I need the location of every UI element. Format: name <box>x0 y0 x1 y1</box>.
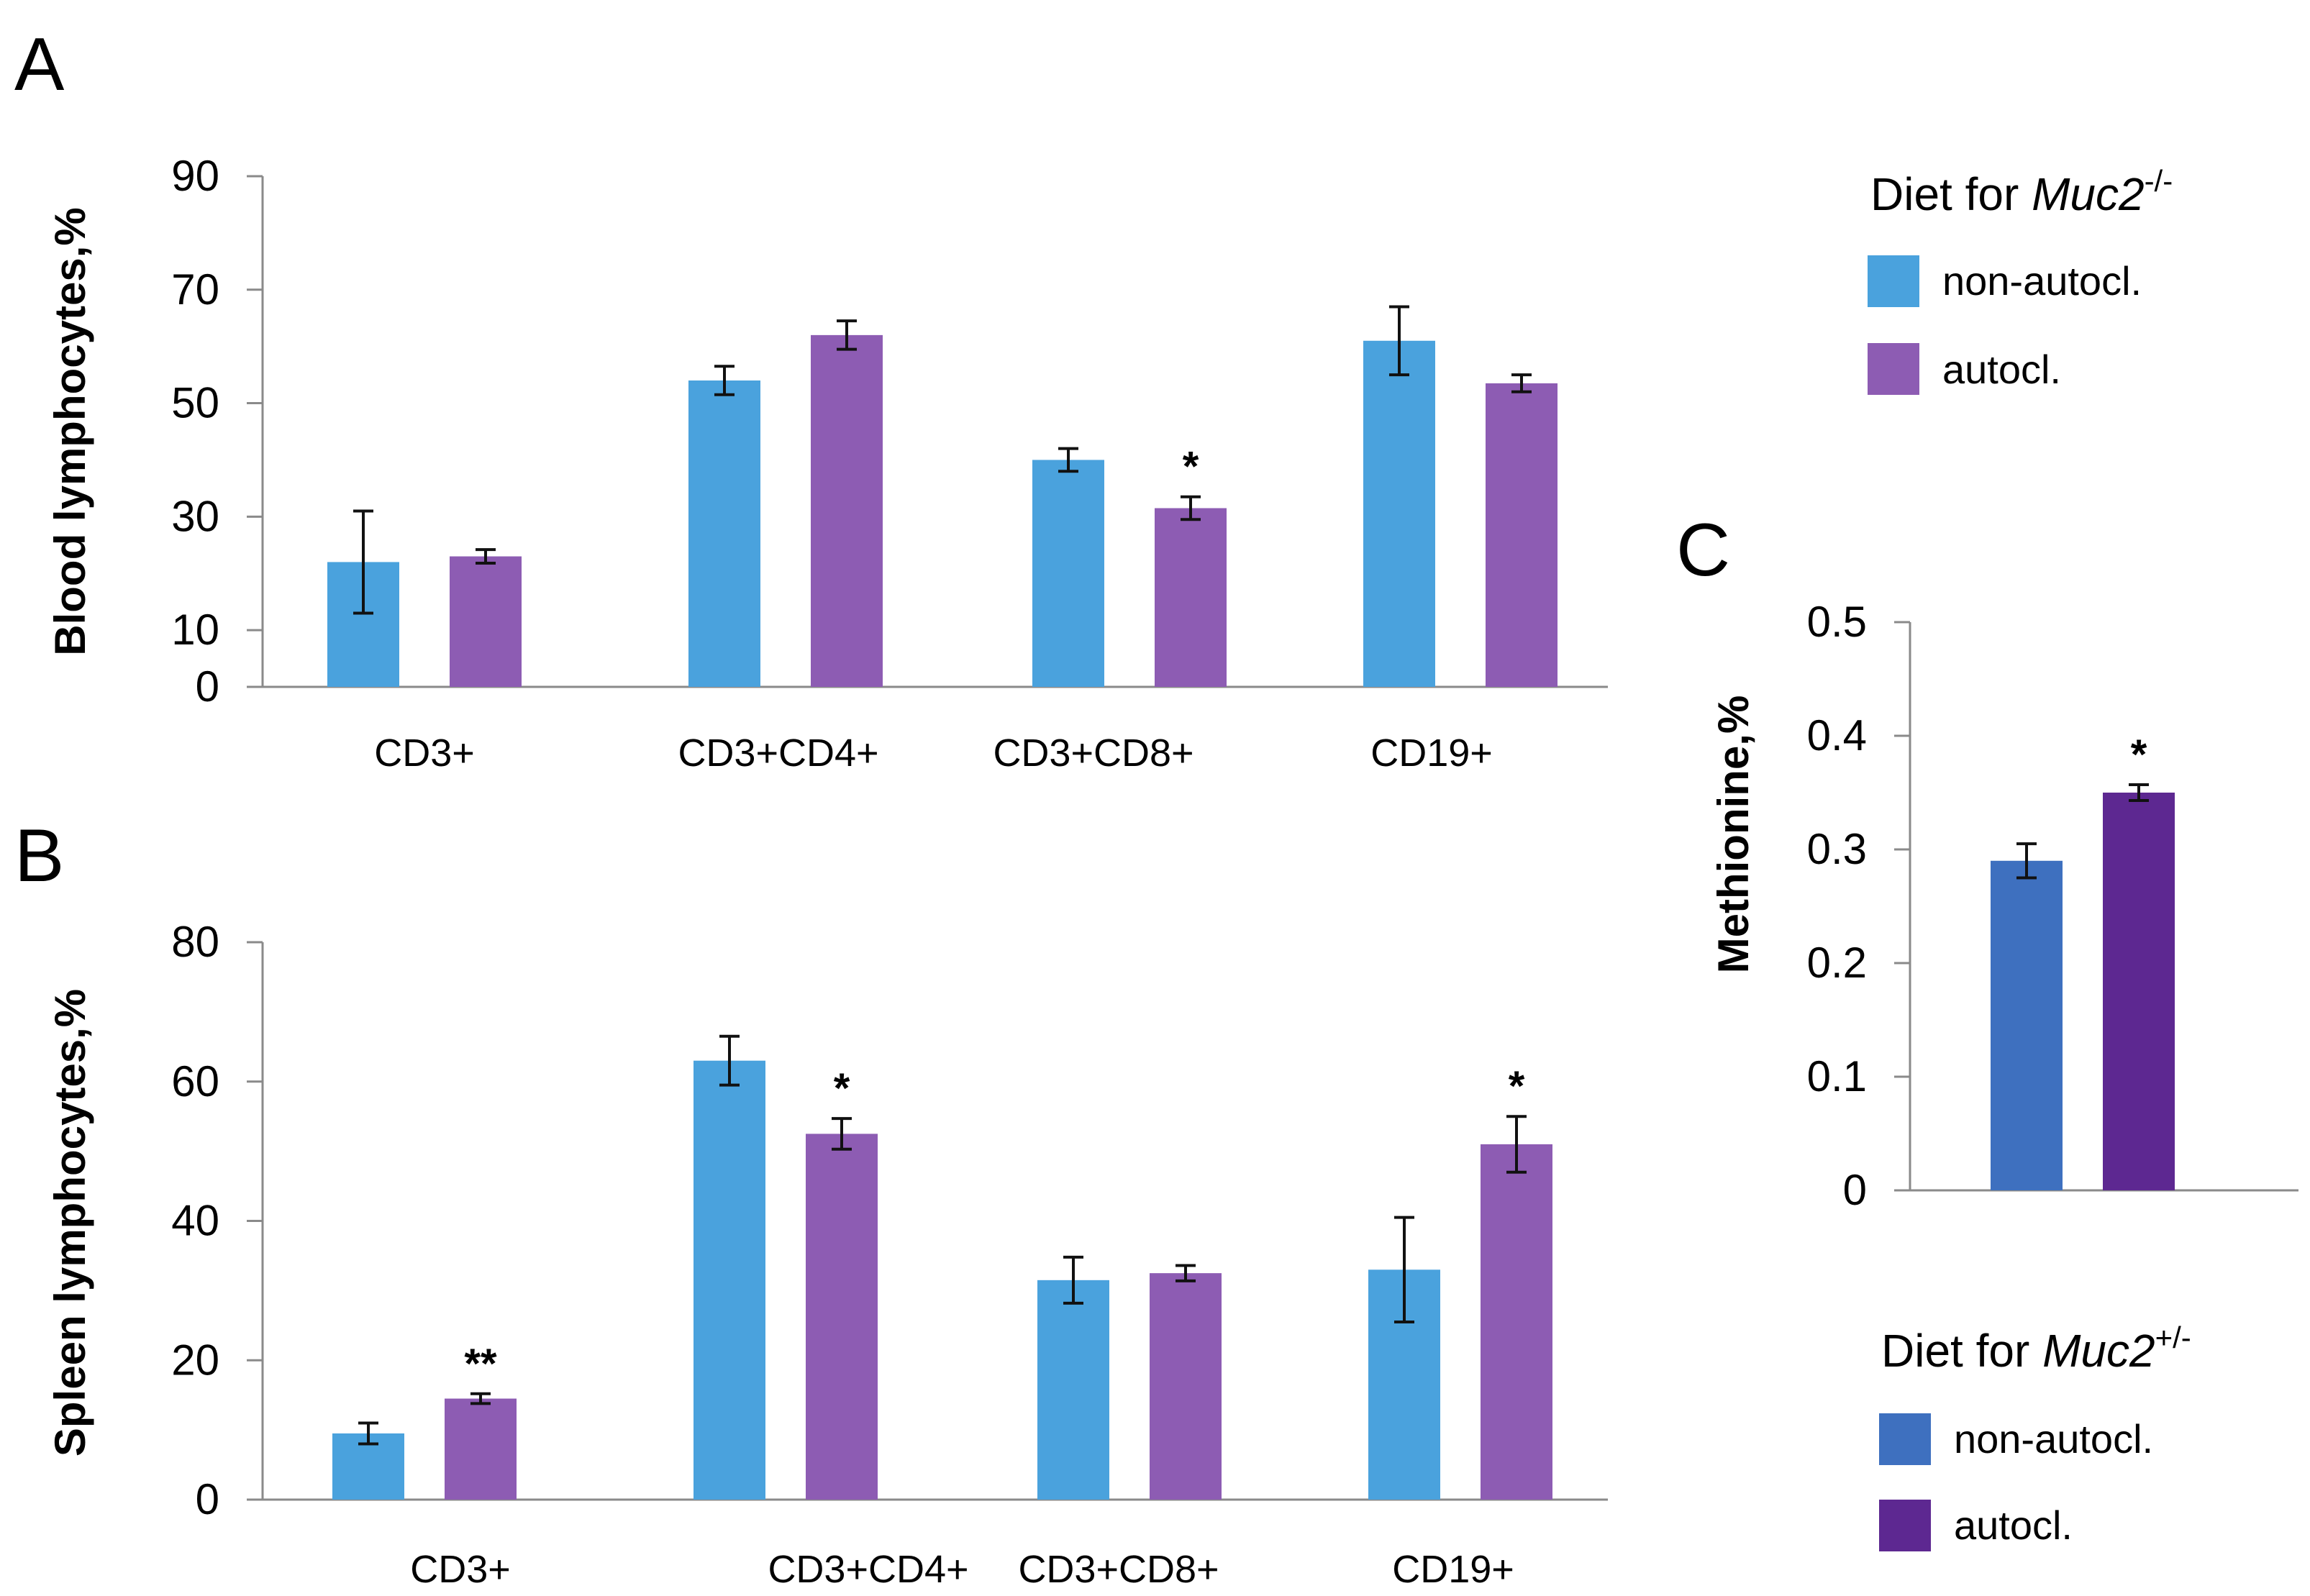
y-tick-label-c: 0.4 <box>1807 711 1867 760</box>
y-tick-label-a: 0 <box>196 662 219 711</box>
legend-top-title: Diet for Muc2-/- <box>1870 164 2173 220</box>
category-label-a-cd19plus: CD19+ <box>1370 731 1493 775</box>
y-axis-label-c: Methionine,% <box>1709 696 1757 974</box>
bar-b-cd3plus-autocl <box>445 1398 517 1500</box>
y-tick-label-c: 0.1 <box>1807 1052 1867 1100</box>
bar-b-cd3pluscd8plus-non-autocl <box>1037 1280 1109 1500</box>
y-tick-label-a: 70 <box>171 265 219 314</box>
bar-a-cd3pluscd4plus-autocl <box>811 334 883 687</box>
panel-label-c: C <box>1676 509 1730 592</box>
y-tick-label-b: 0 <box>196 1475 219 1523</box>
y-tick-label-a: 50 <box>171 379 219 427</box>
bar-c-group-autocl <box>2103 793 2175 1190</box>
y-tick-label-a: 10 <box>171 606 219 654</box>
y-tick-label-a: 30 <box>171 492 219 540</box>
y-tick-label-b: 20 <box>171 1336 219 1384</box>
bar-a-cd19plus-non-autocl <box>1363 340 1435 687</box>
y-axis-label-b: Spleen lymphocytes,% <box>46 989 94 1456</box>
legend-top: Diet for Muc2-/- non-autocl. autocl. <box>1868 164 2173 395</box>
y-tick-label-b: 60 <box>171 1057 219 1105</box>
category-label-a-cd3pluscd4plus: CD3+CD4+ <box>678 731 878 775</box>
category-label-a-cd3pluscd8plus: CD3+CD8+ <box>993 731 1193 775</box>
legend-bottom-label-non-autocl: non-autocl. <box>1954 1416 2153 1462</box>
legend-top-swatch-autocl <box>1868 343 1919 395</box>
y-tick-label-a: 90 <box>171 152 219 200</box>
significance-marker-b: * <box>1509 1063 1525 1110</box>
category-label-b-cd19plus: CD19+ <box>1392 1548 1514 1591</box>
legend-bottom-swatch-autocl <box>1879 1500 1931 1551</box>
bar-b-cd3pluscd8plus-autocl <box>1150 1273 1222 1500</box>
chart-panel-b: 0 20 40 60 80 Spleen lymphocytes,% CD3+ CD3+CD4… <box>46 918 1608 1591</box>
panel-label-b: B <box>14 814 64 898</box>
y-tick-label-c: 0.3 <box>1807 825 1867 873</box>
bar-a-cd3pluscd4plus-non-autocl <box>688 380 760 687</box>
legend-top-label-autocl: autocl. <box>1942 347 2061 392</box>
legend-bottom: Diet for Muc2+/- non-autocl. autocl. <box>1879 1321 2191 1551</box>
category-label-b-cd3pluscd4plus: CD3+CD4+ <box>768 1548 968 1591</box>
legend-top-swatch-non-autocl <box>1868 255 1919 307</box>
category-label-a-cd3plus: CD3+ <box>374 731 475 775</box>
chart-panel-c: 0 0.1 0.2 0.3 0.4 0.5 Methionine,% * <box>1709 598 2298 1214</box>
bar-a-cd3pluscd8plus-non-autocl <box>1032 460 1104 687</box>
legend-bottom-swatch-non-autocl <box>1879 1413 1931 1465</box>
panel-label-a: A <box>14 23 65 106</box>
category-label-b-cd3plus: CD3+ <box>410 1548 511 1591</box>
y-tick-label-b: 40 <box>171 1197 219 1245</box>
bar-b-cd3pluscd4plus-non-autocl <box>694 1060 765 1500</box>
y-tick-label-c: 0 <box>1843 1166 1867 1214</box>
legend-bottom-label-autocl: autocl. <box>1954 1502 2073 1548</box>
bar-b-cd19plus-autocl <box>1481 1144 1552 1500</box>
y-tick-label-c: 0.2 <box>1807 939 1867 987</box>
y-tick-label-b: 80 <box>171 918 219 966</box>
category-label-b-cd3pluscd8plus: CD3+CD8+ <box>1018 1548 1219 1591</box>
bar-c-group-non-autocl <box>1991 860 2063 1190</box>
bar-a-cd19plus-autocl <box>1486 383 1558 687</box>
significance-marker-b: ** <box>464 1341 497 1387</box>
significance-marker-c: * <box>2131 731 2147 778</box>
bar-a-cd3pluscd8plus-autocl <box>1155 508 1227 687</box>
bar-a-cd3plus-autocl <box>450 556 522 687</box>
significance-marker-a: * <box>1183 444 1199 491</box>
legend-top-label-non-autocl: non-autocl. <box>1942 258 2142 304</box>
y-tick-label-c: 0.5 <box>1807 598 1867 646</box>
bar-b-cd3pluscd4plus-autocl <box>806 1134 878 1500</box>
significance-marker-b: * <box>834 1065 850 1112</box>
legend-bottom-title: Diet for Muc2+/- <box>1881 1321 2191 1377</box>
y-axis-label-a: Blood lymphocytes,% <box>46 207 94 655</box>
chart-panel-a: 0 10 30 50 70 90 Blood lymphocytes,% CD3+ CD3+CD… <box>46 152 1608 775</box>
